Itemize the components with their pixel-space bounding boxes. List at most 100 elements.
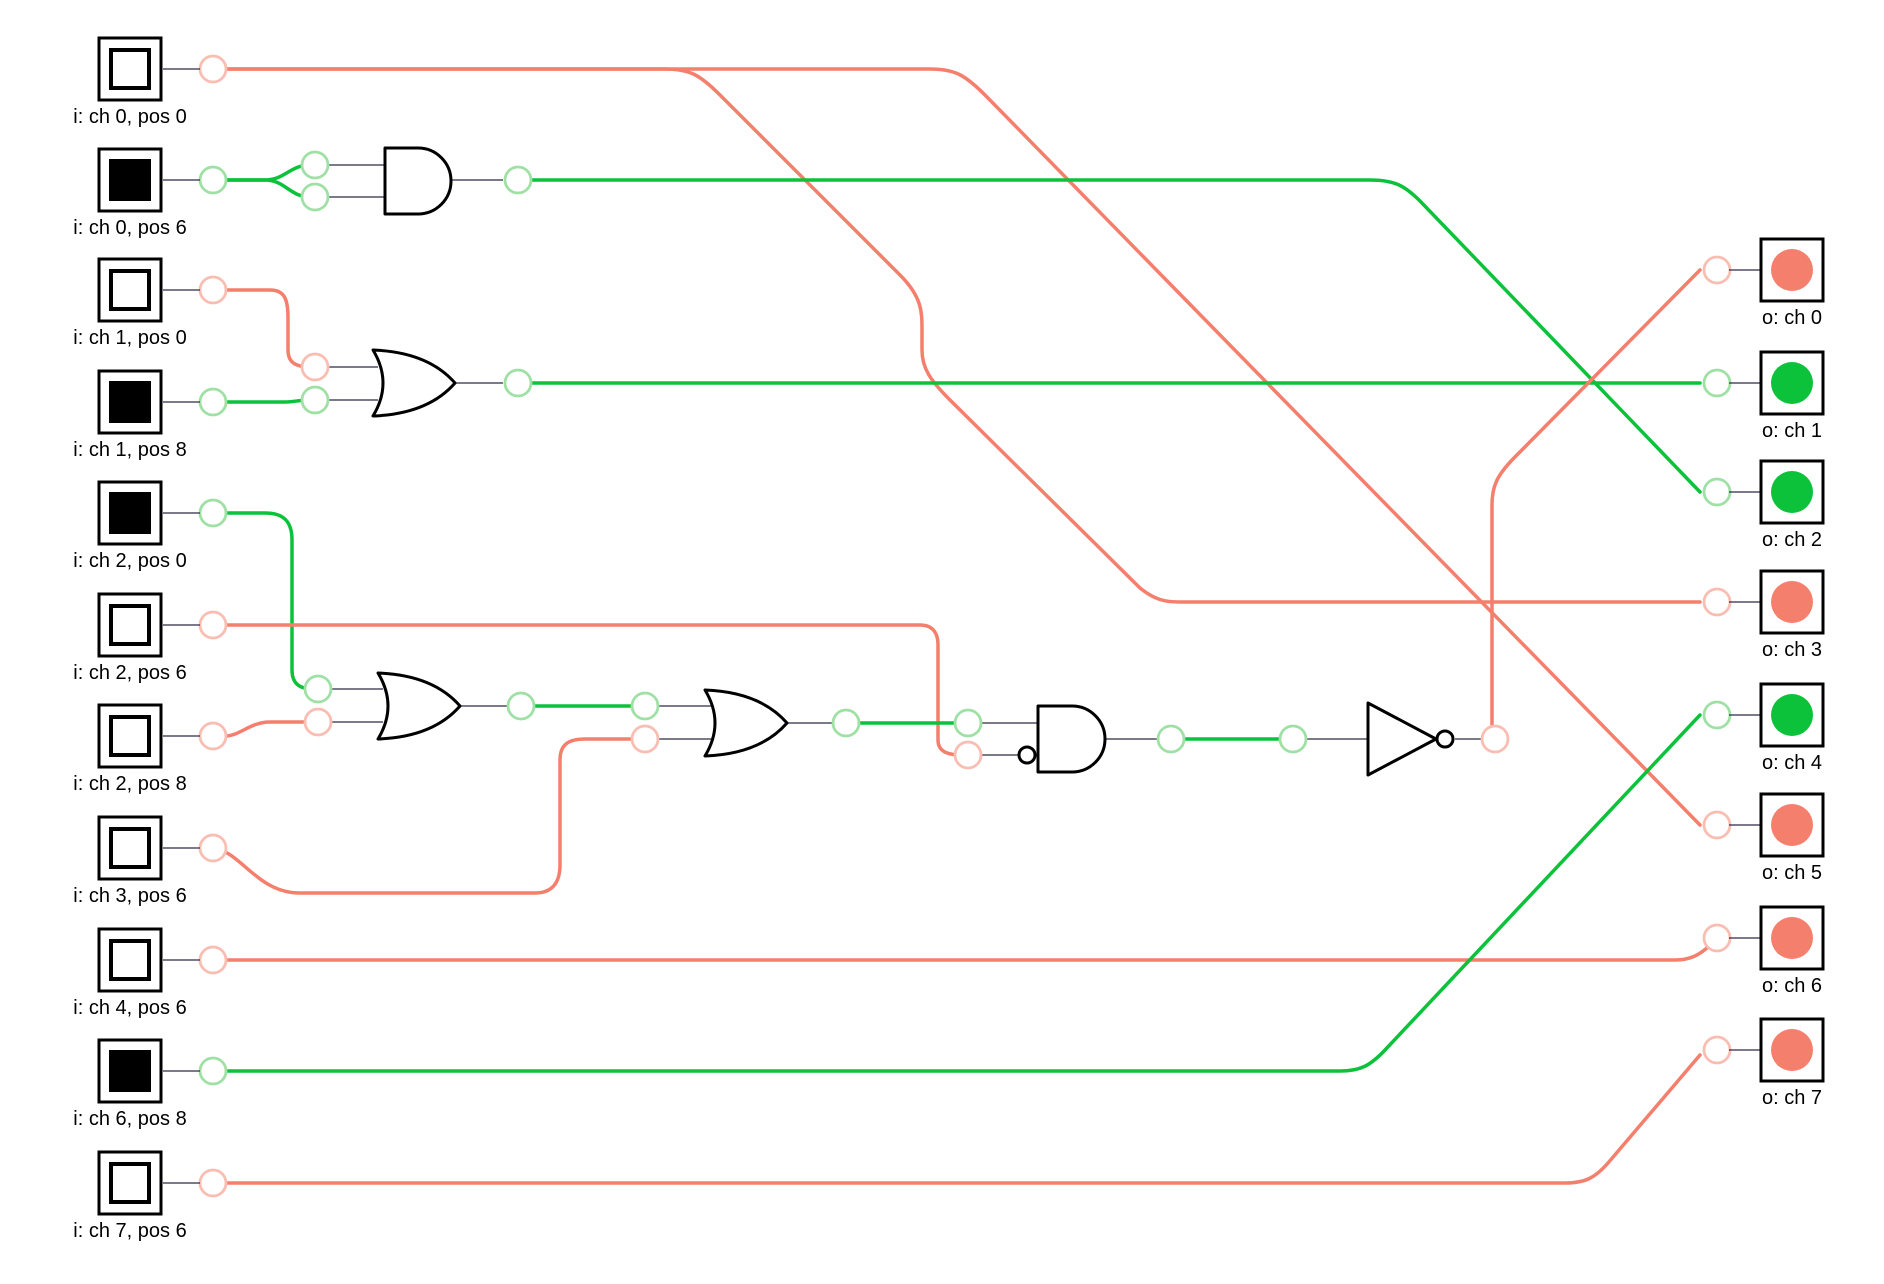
- port-out3-in[interactable]: [1702, 587, 1732, 617]
- input-switch-indicator: [109, 939, 151, 981]
- output-led-indicator: [1771, 362, 1813, 404]
- output-led-indicator: [1771, 917, 1813, 959]
- port-in7-out[interactable]: [198, 833, 228, 863]
- wire-in0-to-out5: [208, 67, 1702, 827]
- wire-in7-to-or3: [208, 737, 642, 895]
- input-switch[interactable]: i: ch 2, pos 6: [73, 592, 200, 684]
- or-gate-2: [376, 671, 462, 741]
- port-or2-in-a[interactable]: [303, 674, 333, 704]
- output-led: o: ch 2: [1729, 459, 1825, 551]
- and-gate-2-negation-bubble: [1017, 745, 1037, 765]
- port-in5-out[interactable]: [198, 610, 228, 640]
- port-in4-out[interactable]: [198, 498, 228, 528]
- output-leds: o: ch 0 o: ch 1 o: ch 2 o: ch 3 o: ch 4: [1729, 237, 1825, 1109]
- port-or3-out[interactable]: [831, 708, 861, 738]
- port-or2-in-b[interactable]: [303, 707, 333, 737]
- input-label: i: ch 4, pos 6: [73, 997, 186, 1019]
- input-switch[interactable]: i: ch 1, pos 8: [73, 369, 200, 461]
- output-label: o: ch 2: [1762, 529, 1822, 551]
- output-label: o: ch 0: [1762, 307, 1822, 329]
- wire-in8-to-out6: [208, 943, 1712, 962]
- port-in10-out[interactable]: [198, 1168, 228, 1198]
- port-or3-in-b[interactable]: [630, 724, 660, 754]
- port-out6-in[interactable]: [1702, 923, 1732, 953]
- output-led: o: ch 4: [1729, 682, 1825, 774]
- port-in8-out[interactable]: [198, 945, 228, 975]
- wire-in9-to-out4: [208, 713, 1702, 1073]
- output-led-indicator: [1771, 471, 1813, 513]
- input-switch[interactable]: i: ch 7, pos 6: [73, 1150, 200, 1242]
- output-label: o: ch 5: [1762, 862, 1822, 884]
- or-gate-1: [371, 348, 457, 418]
- port-in0-out[interactable]: [198, 54, 228, 84]
- wire-in4-to-or2: [208, 511, 315, 691]
- port-out4-in[interactable]: [1702, 700, 1732, 730]
- input-switches: i: ch 0, pos 0 i: ch 0, pos 6 i: ch 1, p…: [73, 36, 200, 1242]
- input-switch-indicator: [109, 1162, 151, 1204]
- input-switch[interactable]: i: ch 1, pos 0: [73, 257, 200, 349]
- port-and2-out[interactable]: [1156, 724, 1186, 754]
- input-switch-indicator: [109, 159, 151, 201]
- wire-not1-to-out0: [1490, 268, 1702, 741]
- port-out2-in[interactable]: [1702, 477, 1732, 507]
- input-switch-indicator: [109, 48, 151, 90]
- input-switch[interactable]: i: ch 0, pos 6: [73, 147, 200, 239]
- input-label: i: ch 0, pos 0: [73, 106, 186, 128]
- port-and1-in-b[interactable]: [300, 182, 330, 212]
- input-label: i: ch 3, pos 6: [73, 885, 186, 907]
- input-switch[interactable]: i: ch 4, pos 6: [73, 927, 200, 1019]
- port-or2-out[interactable]: [506, 691, 536, 721]
- output-led: o: ch 0: [1729, 237, 1825, 329]
- port-or1-out[interactable]: [503, 368, 533, 398]
- and-gate-2: [1036, 704, 1107, 774]
- input-switch-indicator: [109, 715, 151, 757]
- input-switch[interactable]: i: ch 6, pos 8: [73, 1038, 200, 1130]
- port-or1-in-a[interactable]: [300, 352, 330, 382]
- input-label: i: ch 2, pos 8: [73, 773, 186, 795]
- input-label: i: ch 6, pos 8: [73, 1108, 186, 1130]
- input-switch-indicator: [109, 604, 151, 646]
- output-label: o: ch 6: [1762, 975, 1822, 997]
- port-and2-in-b[interactable]: [953, 740, 983, 770]
- wire-in5-to-and2: [208, 623, 964, 757]
- output-label: o: ch 7: [1762, 1087, 1822, 1109]
- gate-stubs: [324, 164, 1482, 756]
- input-label: i: ch 2, pos 6: [73, 662, 186, 684]
- port-in2-out[interactable]: [198, 275, 228, 305]
- wires: [208, 67, 1712, 1185]
- output-led: o: ch 7: [1729, 1017, 1825, 1109]
- input-switch[interactable]: i: ch 2, pos 0: [73, 480, 200, 572]
- output-led: o: ch 3: [1729, 569, 1825, 661]
- input-switch[interactable]: i: ch 3, pos 6: [73, 815, 200, 907]
- port-in3-out[interactable]: [198, 387, 228, 417]
- port-and2-in-a[interactable]: [953, 708, 983, 738]
- input-label: i: ch 0, pos 6: [73, 217, 186, 239]
- port-out7-in[interactable]: [1702, 1035, 1732, 1065]
- port-and1-out[interactable]: [503, 165, 533, 195]
- port-or3-in-a[interactable]: [630, 691, 660, 721]
- or-gate-3: [703, 688, 789, 758]
- input-switch-indicator: [109, 269, 151, 311]
- port-not1-out[interactable]: [1480, 724, 1510, 754]
- input-switch[interactable]: i: ch 0, pos 0: [73, 36, 200, 128]
- port-in1-out[interactable]: [198, 165, 228, 195]
- input-label: i: ch 2, pos 0: [73, 550, 186, 572]
- port-and1-in-a[interactable]: [300, 150, 330, 180]
- port-out0-in[interactable]: [1702, 255, 1732, 285]
- output-led-indicator: [1771, 804, 1813, 846]
- input-switch-indicator: [109, 492, 151, 534]
- output-led-indicator: [1771, 249, 1813, 291]
- port-out5-in[interactable]: [1702, 810, 1732, 840]
- port-in9-out[interactable]: [198, 1056, 228, 1086]
- port-or1-in-b[interactable]: [300, 385, 330, 415]
- input-label: i: ch 1, pos 8: [73, 439, 186, 461]
- port-in6-out[interactable]: [198, 721, 228, 751]
- port-out1-in[interactable]: [1702, 368, 1732, 398]
- port-not1-in[interactable]: [1278, 724, 1308, 754]
- input-label: i: ch 7, pos 6: [73, 1220, 186, 1242]
- and-gate-1: [383, 146, 453, 216]
- input-switch[interactable]: i: ch 2, pos 8: [73, 703, 200, 795]
- gates: [371, 146, 1455, 777]
- output-led: o: ch 6: [1729, 905, 1825, 997]
